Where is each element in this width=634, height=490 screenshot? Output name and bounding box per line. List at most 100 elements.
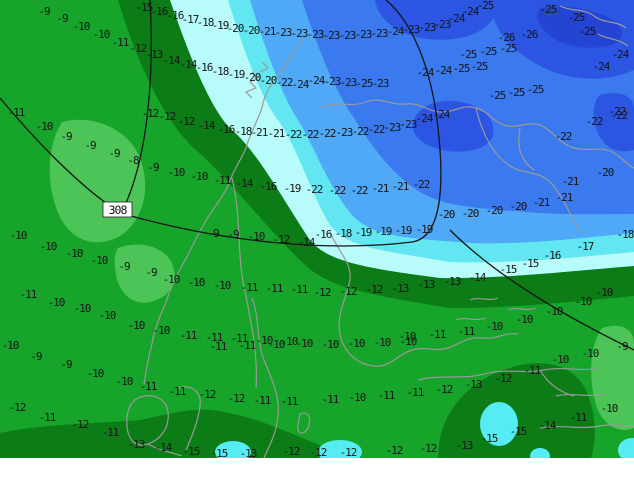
temperature-value: -22 [302,128,319,141]
temperature-value: -14 [180,58,198,71]
temperature-value: -10 [596,286,613,299]
temperature-value: -15 [136,1,153,14]
temperature-value: -24 [462,5,480,18]
temperature-value: -24 [387,25,405,38]
temperature-value: -21 [562,175,579,188]
temperature-value: -11 [524,364,541,377]
temperature-value: -22 [351,184,368,197]
temperature-value: -22 [306,183,323,196]
temperature-value: -18 [335,227,352,240]
temperature-value: -22 [609,105,626,118]
temperature-value: -11 [254,394,271,407]
temperature-value: -24 [308,74,326,87]
temperature-value: -12 [340,446,357,458]
temperature-value: -17 [182,13,199,26]
temperature-value: -25 [471,60,488,73]
temperature-value: -10 [399,330,416,343]
temperature-labels: -9-9-10-10-11 -12 -13 -14 -14 -16 -18 -19 -20 -20… [2,0,634,458]
temperature-value: -20 [597,166,614,179]
map-canvas[interactable]: 308 -9-9-10-10-11 -12 -13 -14 -14 -16 -18 -19 -2… [0,0,634,458]
temperature-value: -12 [130,42,147,55]
temperature-value: -11 [378,389,395,402]
temperature-value: -21 [533,196,550,209]
temperature-value: -10 [214,279,231,292]
temp-pocket-cyan-5 [530,448,550,458]
temperature-value: -12 [366,283,383,296]
temperature-value: -24 [612,48,630,61]
temperature-value: -21 [251,126,268,139]
temperature-value: -11 [214,174,231,187]
temperature-value: -10 [2,339,19,352]
temperature-value: -10 [552,353,569,366]
temperature-value: -25 [453,62,470,75]
temp-core-deep-blue-mid [412,100,494,152]
forecast-map[interactable]: 308 -9 -9 -10 -10 -11 -12 -13 -14 -14 -16 -18 -19 -2… [0,0,634,458]
temperature-value: -25 [489,89,506,102]
temperature-value: -20 [227,22,244,35]
temperature-value: -14 [469,271,487,284]
temperature-value: -14 [298,236,316,249]
temperature-value: -23 [355,28,372,41]
temperature-value: -13 [128,438,145,451]
norway-coastline [143,39,304,385]
temperature-value: -11 [239,339,256,352]
temperature-value: -11 [291,283,308,296]
temperature-value: -10 [66,247,83,260]
temperature-value: -11 [8,106,25,119]
baltic-states-coast [539,393,634,429]
temperature-value: -19 [212,19,229,32]
temperature-value: -21 [556,191,573,204]
temperature-value: -25 [356,77,373,90]
temperature-value: -11 [180,329,197,342]
temperature-value: -10 [116,375,133,388]
temperature-value: -11 [140,380,157,393]
temperature-value: -12 [142,107,159,120]
temperature-value: -20 [510,200,527,213]
temperature-value: -23 [324,75,341,88]
temperature-value: -12 [283,445,300,458]
temp-pocket-cyan-1 [318,440,362,458]
temperature-value: -9 [60,358,72,371]
temperature-value: -13 [444,275,461,288]
temperature-value: -10 [191,170,208,183]
temperature-value: -20 [438,208,455,221]
temperature-value: -11 [266,282,283,295]
temperature-value: -11 [39,411,56,424]
temperature-value: -10 [349,391,366,404]
temperature-value: -10 [168,166,185,179]
temperature-value: -9 [227,228,239,241]
temp-core-deepest-blue [537,6,622,48]
temperature-value: -12 [310,446,327,458]
temp-fill-light-green-east [591,325,634,430]
temperature-value: -21 [392,180,409,193]
temperature-value: -25 [568,11,585,24]
temp-pocket-dark-green-sw [0,409,352,458]
temperature-value: -10 [268,338,285,351]
temp-core-deep-blue-top [375,0,499,40]
temperature-value: -12 [159,110,176,123]
temperature-value: -23 [434,18,451,31]
temperature-value: -15 [510,425,527,438]
temperature-value: -10 [601,402,618,415]
temperature-value: -10 [248,230,265,243]
temperature-value: -11 [206,331,223,344]
temperature-value: -22 [413,178,430,191]
temperature-value: -10 [153,324,170,337]
temperature-value: -16 [315,228,332,241]
temperature-value: -9 [207,227,219,240]
temperature-value: -15 [500,263,517,276]
temperature-value: -11 [407,386,424,399]
temperature-value: -14 [236,177,254,190]
temperature-value: -19 [416,223,433,236]
temperature-value: -13 [465,378,482,391]
temperature-value: -9 [60,130,72,143]
temperature-value: -23 [307,28,324,41]
temperature-value: -22 [611,109,628,122]
height-contour-west [0,97,107,204]
temperature-value: -10 [256,334,273,347]
temperature-value: -13 [240,447,257,458]
temperature-value: -15 [481,432,498,445]
temperature-value: -9 [30,350,42,363]
temp-fill-light-green-coast [114,244,175,303]
